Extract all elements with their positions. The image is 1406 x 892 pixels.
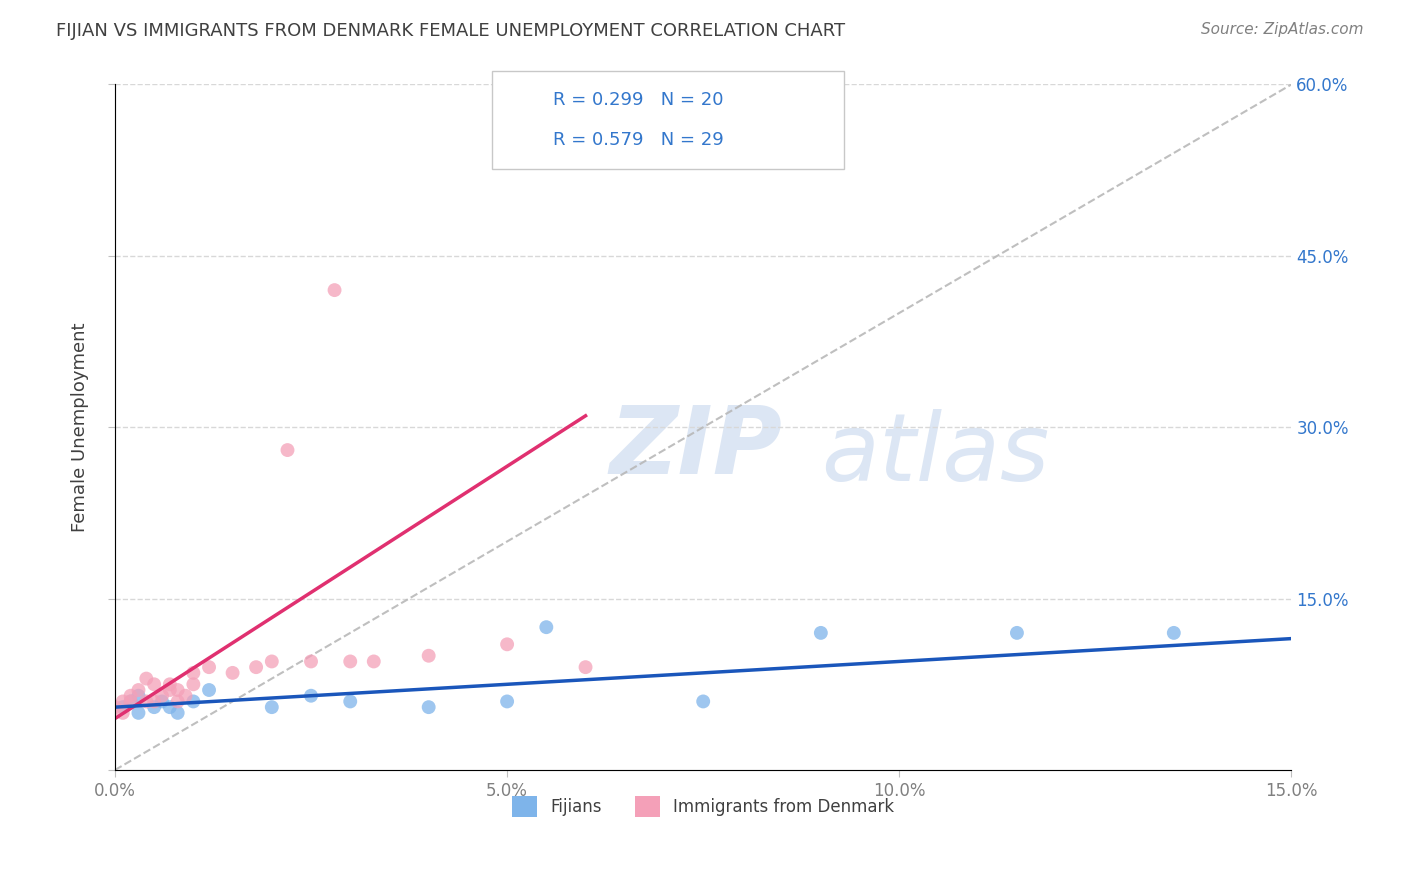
Point	[183, 694, 205, 708]
Point	[221, 665, 243, 680]
Point	[339, 694, 361, 708]
Point	[245, 660, 267, 674]
Point	[127, 689, 149, 703]
Point	[418, 700, 440, 714]
Point	[198, 660, 221, 674]
Point	[810, 626, 832, 640]
Point	[198, 683, 221, 698]
Point	[183, 665, 205, 680]
Point	[299, 689, 322, 703]
Point	[104, 700, 127, 714]
Point	[143, 677, 166, 691]
Point	[111, 694, 134, 708]
Point	[496, 637, 519, 651]
Point	[260, 700, 283, 714]
Point	[127, 706, 149, 720]
Text: ZIP: ZIP	[609, 401, 782, 494]
Point	[127, 683, 149, 698]
Point	[299, 655, 322, 669]
Text: R = 0.579   N = 29: R = 0.579 N = 29	[553, 131, 723, 150]
Point	[166, 683, 188, 698]
Point	[111, 706, 134, 720]
Point	[260, 655, 283, 669]
Y-axis label: Female Unemployment: Female Unemployment	[72, 323, 89, 532]
Point	[323, 283, 346, 297]
Point	[183, 677, 205, 691]
Point	[174, 689, 197, 703]
Text: atlas: atlas	[821, 409, 1049, 500]
Point	[120, 689, 142, 703]
Point	[159, 683, 181, 698]
Point	[536, 620, 558, 634]
Point	[120, 694, 142, 708]
Point	[166, 694, 188, 708]
Text: Source: ZipAtlas.com: Source: ZipAtlas.com	[1201, 22, 1364, 37]
Point	[111, 700, 134, 714]
Text: FIJIAN VS IMMIGRANTS FROM DENMARK FEMALE UNEMPLOYMENT CORRELATION CHART: FIJIAN VS IMMIGRANTS FROM DENMARK FEMALE…	[56, 22, 845, 40]
Point	[150, 694, 173, 708]
Point	[692, 694, 714, 708]
Point	[496, 694, 519, 708]
Point	[276, 443, 298, 458]
Point	[363, 655, 385, 669]
Point	[135, 694, 157, 708]
Legend: Fijians, Immigrants from Denmark: Fijians, Immigrants from Denmark	[505, 789, 901, 823]
Point	[1163, 626, 1185, 640]
Point	[1005, 626, 1028, 640]
Point	[418, 648, 440, 663]
Point	[339, 655, 361, 669]
Point	[166, 706, 188, 720]
Point	[574, 660, 596, 674]
Point	[159, 677, 181, 691]
Point	[143, 700, 166, 714]
Point	[150, 689, 173, 703]
Point	[120, 694, 142, 708]
Text: R = 0.299   N = 20: R = 0.299 N = 20	[553, 91, 723, 110]
Point	[135, 672, 157, 686]
Point	[159, 700, 181, 714]
Point	[143, 694, 166, 708]
